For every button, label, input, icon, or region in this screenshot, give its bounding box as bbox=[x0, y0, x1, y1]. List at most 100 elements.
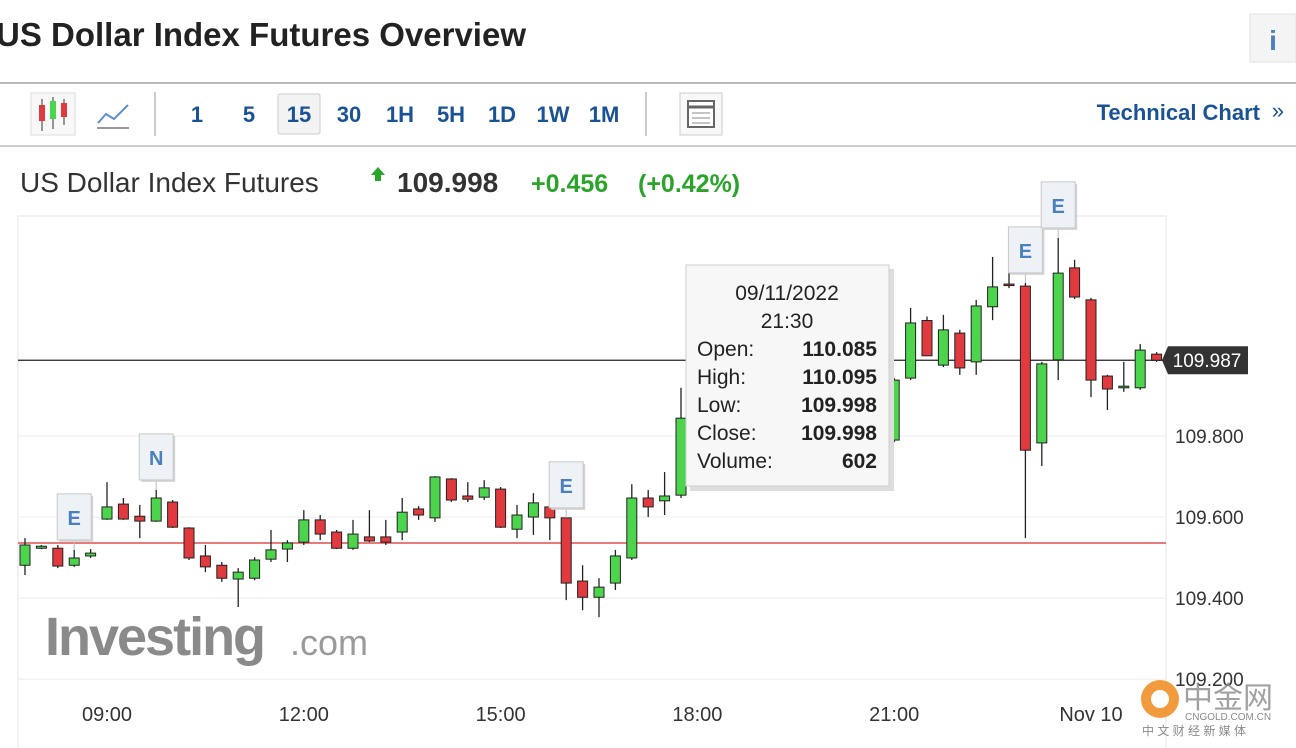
candle-body bbox=[511, 514, 523, 530]
candle-icon[interactable] bbox=[30, 92, 76, 136]
candle-body bbox=[265, 549, 277, 560]
candle-body bbox=[659, 495, 671, 502]
candle-body bbox=[1151, 353, 1163, 361]
interval-button[interactable]: 5H bbox=[437, 102, 465, 127]
candle-body bbox=[150, 497, 162, 522]
x-tick-label: 18:00 bbox=[672, 704, 722, 726]
tooltip-value: 109.998 bbox=[801, 422, 877, 445]
candle-body bbox=[1118, 385, 1130, 389]
candle-body bbox=[1069, 267, 1081, 298]
candle-body bbox=[1085, 299, 1097, 381]
event-label: E bbox=[1052, 196, 1065, 218]
candle-body bbox=[527, 502, 539, 518]
tooltip-value: 602 bbox=[842, 450, 877, 473]
candle-body bbox=[68, 557, 80, 566]
candle-body bbox=[642, 497, 654, 508]
x-tick-label: 12:00 bbox=[279, 704, 329, 726]
event-marker[interactable] bbox=[138, 433, 174, 481]
cn-watermark: 中 文 财 经 新 媒 体 bbox=[1142, 723, 1246, 738]
candle-body bbox=[101, 506, 113, 520]
y-tick-label: 109.800 bbox=[1175, 427, 1244, 448]
candle-body bbox=[937, 329, 949, 366]
x-tick-label: Nov 10 bbox=[1059, 704, 1122, 726]
candle-body bbox=[905, 322, 917, 379]
candle-body bbox=[577, 580, 589, 598]
price-change-percent: (+0.42%) bbox=[638, 170, 740, 198]
candle-body bbox=[609, 555, 621, 584]
tooltip-label: Low: bbox=[697, 394, 741, 417]
candle-body bbox=[1036, 363, 1048, 444]
candle-body bbox=[478, 487, 490, 498]
interval-button[interactable]: 15 bbox=[287, 102, 311, 127]
candle-body bbox=[560, 517, 572, 584]
price-label-bg bbox=[1162, 346, 1248, 375]
last-price: 109.998 bbox=[397, 167, 498, 198]
tooltip-label: Close: bbox=[697, 422, 757, 445]
candle-body bbox=[675, 417, 687, 496]
interval-group: 1 5 15 30 1H 5H 1D 1W 1M bbox=[191, 93, 620, 135]
candle-body bbox=[183, 527, 195, 559]
y-tick-label: 109.600 bbox=[1175, 508, 1244, 529]
instrument-name: US Dollar Index Futures bbox=[20, 167, 319, 198]
interval-button[interactable]: 1 bbox=[191, 102, 203, 127]
interval-button[interactable]: 1M bbox=[589, 102, 620, 127]
event-marker[interactable] bbox=[548, 461, 584, 509]
event-marker[interactable] bbox=[56, 493, 92, 541]
candle-body bbox=[593, 586, 605, 598]
candle-body bbox=[1101, 375, 1113, 390]
info-button[interactable] bbox=[1249, 13, 1296, 63]
candle-body bbox=[19, 544, 31, 566]
tooltip-time: 21:30 bbox=[761, 310, 814, 333]
candle-body bbox=[396, 511, 408, 533]
interval-button[interactable]: 1D bbox=[488, 102, 516, 127]
event-label: E bbox=[560, 476, 573, 498]
tooltip-label: Volume: bbox=[697, 450, 773, 473]
candle-body bbox=[626, 497, 638, 559]
table-icon[interactable] bbox=[679, 92, 723, 136]
candle-body bbox=[314, 519, 326, 535]
candle-body bbox=[1003, 283, 1015, 287]
candle-body bbox=[331, 531, 343, 549]
candle-body bbox=[117, 503, 129, 520]
candle-body bbox=[347, 533, 359, 549]
interval-button[interactable]: 5 bbox=[243, 102, 255, 127]
event-marker[interactable] bbox=[1007, 226, 1043, 274]
event-label: E bbox=[1019, 241, 1032, 263]
candle-body bbox=[429, 476, 441, 519]
candle-body bbox=[363, 536, 375, 542]
up-arrow bbox=[371, 167, 385, 181]
candle-body bbox=[954, 332, 966, 369]
tooltip-label: High: bbox=[697, 366, 746, 389]
event-marker[interactable] bbox=[1040, 181, 1076, 229]
interval-selected bbox=[277, 93, 321, 135]
candle-body bbox=[281, 542, 293, 550]
interval-button[interactable]: 1W bbox=[537, 102, 570, 127]
candle-body bbox=[232, 571, 244, 580]
link-arrow: » bbox=[1272, 98, 1284, 123]
tooltip-label: Open: bbox=[697, 338, 754, 361]
technical-chart-link[interactable]: Technical Chart bbox=[1097, 100, 1261, 125]
candle-body bbox=[1052, 272, 1064, 361]
event-label: N bbox=[149, 448, 163, 470]
page-title: US Dollar Index Futures Overview bbox=[0, 16, 526, 53]
line-icon[interactable] bbox=[97, 104, 129, 129]
cn-logo-inner bbox=[1151, 690, 1169, 708]
candle-body bbox=[249, 559, 261, 579]
interval-button[interactable]: 1H bbox=[386, 102, 414, 127]
x-tick-label: 09:00 bbox=[82, 704, 132, 726]
candle-body bbox=[52, 547, 64, 567]
candle-body bbox=[1019, 285, 1031, 451]
x-tick-label: 21:00 bbox=[869, 704, 919, 726]
interval-button[interactable]: 30 bbox=[337, 102, 361, 127]
candle-body bbox=[462, 495, 474, 500]
tooltip bbox=[685, 264, 890, 487]
info-icon: i bbox=[1269, 25, 1277, 56]
candle-body bbox=[85, 552, 97, 557]
cn-watermark: CNGOLD.COM.CN bbox=[1185, 712, 1271, 723]
price-change: +0.456 bbox=[531, 170, 608, 198]
candle-body bbox=[495, 488, 507, 528]
candle-body bbox=[987, 286, 999, 308]
event-label: E bbox=[68, 508, 81, 530]
tooltip-date: 09/11/2022 bbox=[735, 282, 839, 305]
